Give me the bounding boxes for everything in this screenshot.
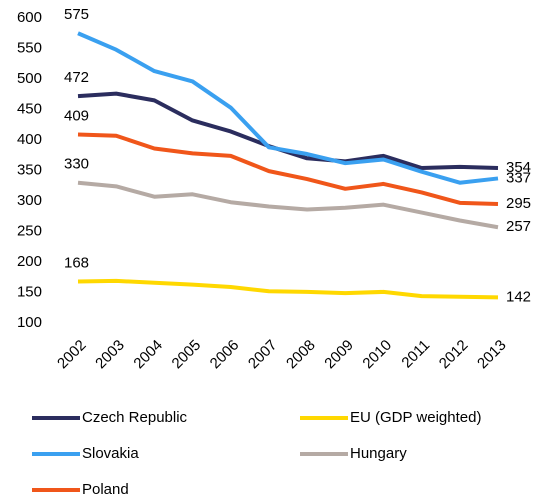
x-tick-label: 2012 [436,337,472,373]
data-label: 354 [506,159,531,176]
legend-label: Poland [82,481,129,497]
legend-label: EU (GDP weighted) [350,409,481,426]
x-tick-label: 2004 [130,337,166,373]
series-line [77,278,499,300]
data-label: 257 [506,218,531,235]
x-tick-label: 2013 [474,337,510,373]
y-tick-label: 400 [17,131,42,148]
y-tick-label: 100 [17,314,42,331]
data-label: 295 [506,195,531,212]
y-tick-label: 200 [17,253,42,270]
y-tick-label: 350 [17,161,42,178]
legend-label: Hungary [350,445,407,462]
legend-label: Czech Republic [82,409,188,426]
data-label: 330 [64,156,89,173]
x-tick-label: 2007 [245,337,281,373]
data-label: 409 [64,107,89,124]
y-tick-label: 550 [17,39,42,56]
series-line [77,31,499,185]
y-tick-label: 150 [17,283,42,300]
data-label: 575 [64,6,89,23]
data-label: 337 [506,169,531,186]
x-tick-label: 2006 [207,337,243,373]
data-label: 142 [506,288,531,305]
x-tick-label: 2011 [398,337,433,372]
legend-label: Slovakia [82,445,139,462]
x-tick-label: 2002 [54,337,90,373]
series-line [77,180,499,230]
x-tick-label: 2010 [359,337,395,373]
data-label: 168 [64,254,89,271]
y-tick-label: 300 [17,192,42,209]
x-tick-label: 2009 [321,337,357,373]
x-tick-label: 2003 [92,337,128,373]
x-tick-label: 2005 [169,337,205,373]
series-line [77,91,499,171]
y-tick-label: 450 [17,100,42,117]
y-tick-label: 500 [17,70,42,87]
data-label: 472 [64,69,89,86]
x-tick-label: 2008 [283,337,319,373]
y-tick-label: 250 [17,222,42,239]
series-line [77,132,499,207]
y-tick-label: 600 [17,9,42,26]
